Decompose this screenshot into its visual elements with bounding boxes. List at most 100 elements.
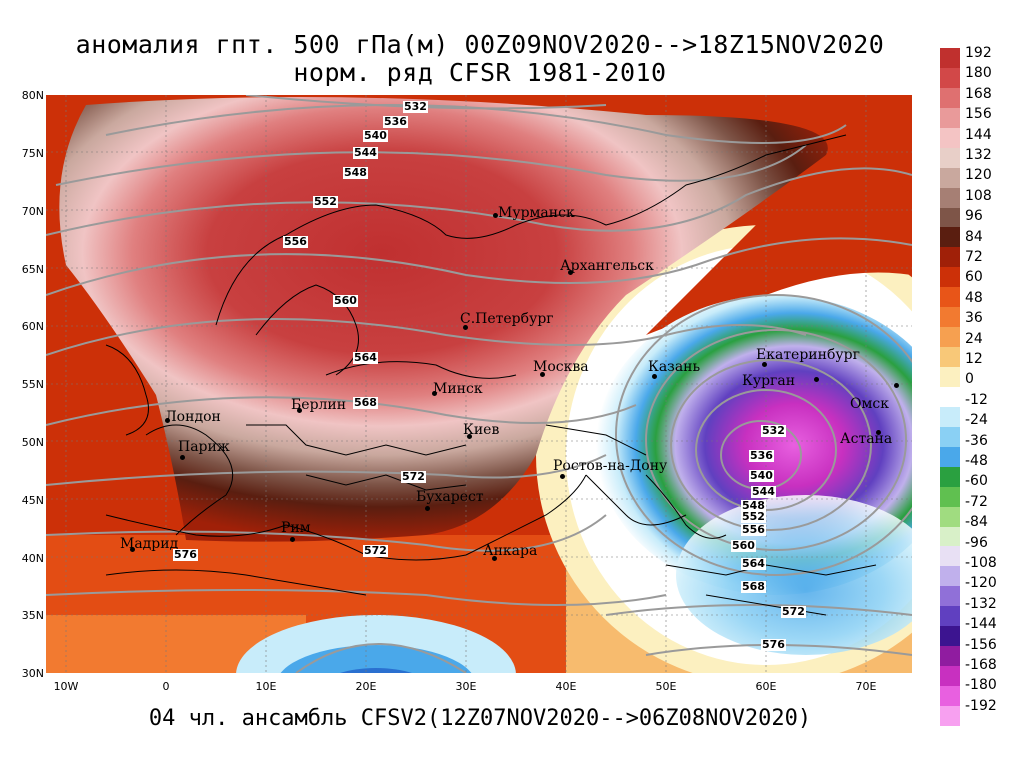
city-omsk: Омск	[850, 396, 889, 412]
colorbar-cell	[940, 287, 960, 308]
lat-label-75n: 75N	[21, 147, 44, 160]
lat-label-50n: 50N	[21, 436, 44, 449]
anomaly-map	[46, 95, 912, 673]
city-dot	[425, 506, 430, 511]
colorbar-cell	[940, 446, 960, 467]
colorbar-label: -120	[965, 575, 997, 592]
colorbar-label: -168	[965, 657, 997, 673]
lon-label-0: 0	[162, 680, 170, 693]
colorbar-cell	[940, 546, 960, 567]
contour-label: 540	[749, 469, 774, 482]
map-panel	[46, 95, 912, 673]
contour-label: 572	[781, 605, 806, 618]
coastlines	[105, 134, 877, 616]
colorbar-cell	[940, 107, 960, 128]
colorbar-label: 60	[965, 269, 983, 286]
lat-label-30n: 30N	[21, 667, 44, 680]
city-arkhangelsk: Архангельск	[560, 258, 654, 274]
colorbar-cell	[940, 207, 960, 228]
contour-label: 544	[353, 146, 378, 159]
colorbar-cell	[940, 147, 960, 168]
colorbar-cell	[940, 606, 960, 627]
colorbar-cell	[940, 705, 960, 726]
city-kazan: Казань	[648, 359, 701, 375]
colorbar-cell	[940, 406, 960, 427]
lon-label-60e: 60E	[755, 680, 777, 693]
city-st-petersburg: С.Петербург	[460, 311, 554, 327]
colorbar-label: -24	[965, 412, 988, 429]
colorbar-label: -48	[965, 453, 988, 469]
contour-label: 568	[741, 580, 766, 593]
colorbar-label: -132	[965, 595, 997, 612]
city-dot	[762, 362, 767, 367]
city-dot	[297, 408, 302, 413]
colorbar-cell	[940, 506, 960, 527]
contour-label: 532	[403, 100, 428, 113]
colorbar-cell	[940, 426, 960, 447]
lon-label-30e: 30E	[455, 680, 477, 693]
lon-label-10w: 10W	[53, 680, 79, 693]
city-berlin: Берлин	[291, 397, 347, 413]
colorbar-cell	[940, 227, 960, 248]
city-rostov: Ростов-на-Дону	[553, 458, 668, 474]
colorbar-label: 84	[965, 228, 983, 245]
colorbar-cell	[940, 267, 960, 288]
colorbar-cell	[940, 626, 960, 647]
city-minsk: Минск	[433, 381, 483, 397]
colorbar-label: 108	[965, 187, 992, 204]
contour-label: 556	[283, 235, 308, 248]
height-contours	[46, 95, 912, 673]
contour-label: 572	[363, 544, 388, 557]
contour-label: 536	[383, 115, 408, 128]
colorbar-label: 168	[965, 85, 992, 102]
colorbar-cell	[940, 127, 960, 148]
colorbar-cell	[940, 566, 960, 587]
contour-label: 532	[761, 424, 786, 437]
colorbar-cell	[940, 686, 960, 706]
city-dot	[463, 325, 468, 330]
contour-label: 540	[363, 129, 388, 142]
colorbar-cell	[940, 327, 960, 348]
chart-title: аномалия гпт. 500 гПа(м) 00Z09NOV2020-->…	[75, 30, 885, 59]
colorbar-label: -144	[965, 616, 997, 633]
colorbar-cell	[940, 247, 960, 268]
colorbar-label: 144	[965, 126, 992, 143]
colorbar-cell	[940, 646, 960, 667]
colorbar-label: -72	[965, 493, 988, 510]
colorbar-cell	[940, 87, 960, 108]
lat-label-70n: 70N	[21, 205, 44, 218]
colorbar-label: -180	[965, 677, 997, 694]
chart-subtitle: норм. ряд CFSR 1981-2010	[293, 58, 667, 87]
contour-label: 576	[173, 548, 198, 561]
city-moscow: Москва	[533, 359, 589, 375]
colorbar-label: 156	[965, 106, 992, 123]
lon-label-10e: 10E	[255, 680, 277, 693]
colorbar-cell	[940, 386, 960, 407]
city-ankara: Анкара	[483, 543, 538, 559]
city-dot	[876, 430, 881, 435]
city-dot	[560, 474, 565, 479]
colorbar-label: -96	[965, 534, 988, 551]
colorbar-label: -60	[965, 473, 988, 490]
lat-label-60n: 60N	[21, 320, 44, 333]
city-astana: Астана	[840, 431, 893, 447]
city-dot	[568, 270, 573, 275]
contour-label: 572	[401, 470, 426, 483]
city-dot	[165, 418, 170, 423]
colorbar-label: 180	[965, 65, 992, 82]
city-dot	[814, 377, 819, 382]
colorbar-label: 24	[965, 330, 983, 347]
colorbar-label: -84	[965, 514, 988, 531]
colorbar-cell	[940, 48, 960, 68]
colorbar-label: 132	[965, 147, 992, 163]
contour-label: 560	[333, 294, 358, 307]
city-dot	[290, 537, 295, 542]
colorbar-label: 0	[965, 371, 974, 388]
contour-label: 564	[353, 351, 378, 364]
contour-label: 560	[731, 539, 756, 552]
colorbar-label: 48	[965, 289, 983, 306]
ensemble-footer: 04 чл. ансамбль CFSV2(12Z07NOV2020-->06Z…	[148, 706, 812, 731]
lat-label-55n: 55N	[21, 378, 44, 391]
colorbar-label: 12	[965, 351, 983, 367]
colorbar-label: -12	[965, 391, 988, 408]
